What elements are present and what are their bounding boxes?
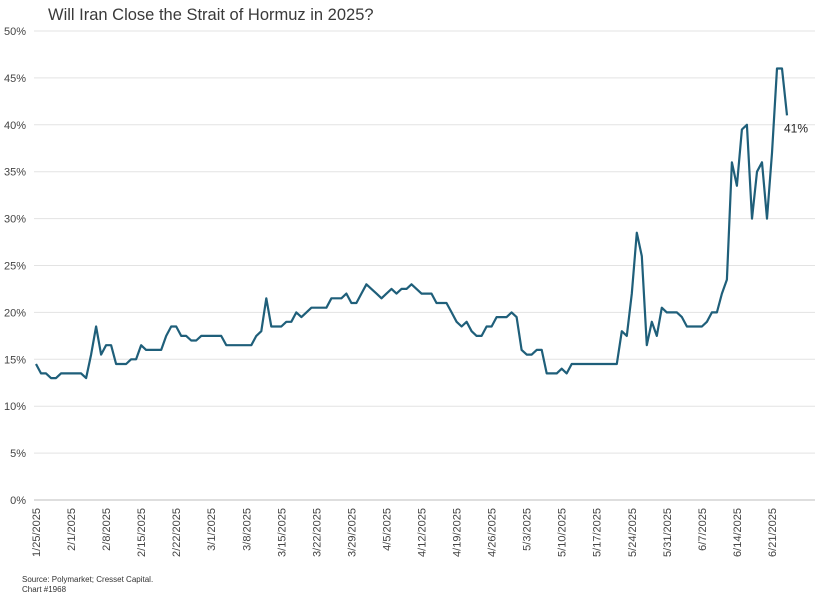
x-tick-label: 3/15/2025 <box>276 508 288 557</box>
y-tick-label: 5% <box>10 448 26 460</box>
chart-id: Chart #1968 <box>22 585 67 594</box>
gridlines <box>34 30 815 501</box>
source-note: Source: Polymarket; Cresset Capital. Cha… <box>22 575 153 595</box>
x-tick-label: 5/31/2025 <box>662 508 674 557</box>
x-tick-label: 5/24/2025 <box>627 508 639 557</box>
x-tick-label: 2/1/2025 <box>66 508 78 551</box>
y-tick-label: 10% <box>4 401 26 413</box>
x-tick-label: 1/25/2025 <box>31 508 43 557</box>
x-tick-label: 4/26/2025 <box>487 508 499 557</box>
y-tick-label: 15% <box>4 354 26 366</box>
y-axis: 0% 5% 10% 15% 20% 25% 30% 35% 40% 45% 50% <box>4 26 26 507</box>
y-tick-label: 50% <box>4 26 26 38</box>
x-tick-label: 2/8/2025 <box>101 508 113 551</box>
x-tick-label: 4/12/2025 <box>417 508 429 557</box>
series-line <box>35 67 789 380</box>
x-tick-label: 3/8/2025 <box>241 508 253 551</box>
x-tick-label: 5/3/2025 <box>522 508 534 551</box>
x-tick-label: 2/15/2025 <box>136 508 148 557</box>
x-tick-label: 2/22/2025 <box>171 508 183 557</box>
end-value-label: 41% <box>784 121 808 135</box>
source-text: Source: Polymarket; Cresset Capital. <box>22 575 154 584</box>
x-tick-label: 4/5/2025 <box>381 508 393 551</box>
y-tick-label: 25% <box>4 261 26 273</box>
x-axis: 1/25/2025 2/1/2025 2/8/2025 2/15/2025 2/22/2… <box>31 508 779 557</box>
x-tick-label: 5/17/2025 <box>592 508 604 557</box>
x-tick-label: 6/14/2025 <box>732 508 744 557</box>
y-tick-label: 45% <box>4 73 26 85</box>
x-tick-label: 4/19/2025 <box>452 508 464 557</box>
y-tick-label: 40% <box>4 120 26 132</box>
chart-title: Will Iran Close the Strait of Hormuz in … <box>48 6 374 24</box>
x-tick-label: 3/1/2025 <box>206 508 218 551</box>
x-tick-label: 5/10/2025 <box>557 508 569 557</box>
y-tick-label: 35% <box>4 167 26 179</box>
y-tick-label: 20% <box>4 307 26 319</box>
y-tick-label: 0% <box>10 495 26 507</box>
x-tick-label: 3/22/2025 <box>311 508 323 557</box>
y-tick-label: 30% <box>4 214 26 226</box>
x-tick-label: 3/29/2025 <box>346 508 358 557</box>
x-tick-label: 6/21/2025 <box>767 508 779 557</box>
x-tick-label: 6/7/2025 <box>697 508 709 551</box>
